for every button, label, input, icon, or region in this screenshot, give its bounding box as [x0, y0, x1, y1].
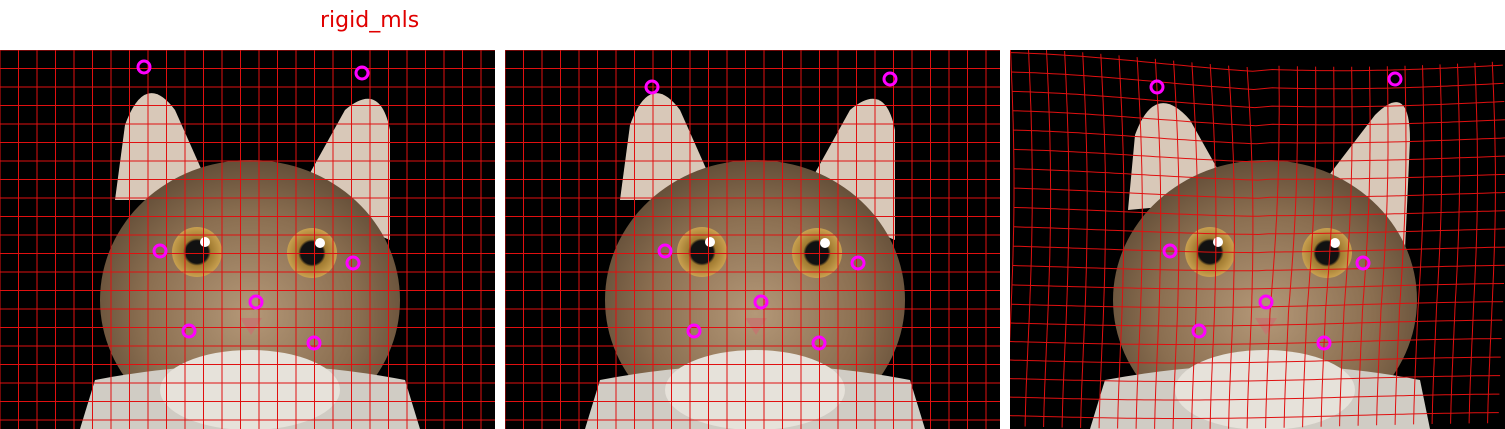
grid-line	[1013, 148, 1505, 163]
cat-silhouette	[80, 93, 420, 429]
grid-line	[1043, 50, 1052, 428]
grid-line	[1228, 65, 1235, 429]
grid-line	[1010, 52, 1503, 72]
grid-line	[1450, 63, 1461, 424]
grid-line	[1010, 50, 1015, 345]
grid-line	[1011, 283, 1505, 290]
control-point[interactable]	[1162, 243, 1178, 259]
grid-overlay-warped	[1010, 50, 1505, 429]
control-point[interactable]	[1355, 255, 1371, 271]
grid-overlay	[0, 50, 495, 429]
grid-line	[1191, 62, 1198, 429]
panel-target	[505, 50, 1000, 429]
control-points	[136, 59, 370, 351]
grid-line	[1013, 168, 1505, 181]
grid-line	[1011, 71, 1504, 91]
grid-line	[1154, 58, 1162, 429]
grid-line	[1010, 412, 1499, 419]
control-point[interactable]	[657, 243, 673, 259]
grid-line	[1376, 66, 1389, 426]
grid-line	[1487, 61, 1496, 424]
control-points	[1149, 71, 1403, 351]
cat-silhouette	[585, 93, 925, 429]
control-point[interactable]	[354, 65, 370, 81]
cat-image-target	[505, 50, 1000, 429]
control-point[interactable]	[1149, 79, 1165, 95]
cat-image-warped	[1010, 50, 1505, 429]
grid-line	[1012, 90, 1505, 109]
grid-line	[1339, 66, 1353, 427]
grid-line	[1209, 63, 1217, 429]
grid-line	[1080, 52, 1088, 428]
grid-line	[1098, 53, 1107, 429]
control-point[interactable]	[1387, 71, 1403, 87]
control-point[interactable]	[850, 255, 866, 271]
grid-line	[1013, 129, 1505, 145]
grid-line	[1283, 66, 1298, 428]
grid-line	[1302, 66, 1317, 428]
control-point[interactable]	[152, 243, 168, 259]
grid-line	[1010, 375, 1501, 382]
control-point[interactable]	[753, 294, 769, 310]
grid-line	[1011, 301, 1504, 308]
grid-overlay	[505, 50, 1000, 429]
cat-image-original	[0, 50, 495, 429]
control-point[interactable]	[1316, 335, 1332, 351]
panel-warped	[1010, 50, 1505, 429]
method-title: rigid_mls	[320, 8, 420, 33]
grid-line	[1357, 66, 1371, 426]
grid-line	[1135, 57, 1143, 429]
grid-line	[1013, 187, 1505, 199]
control-point[interactable]	[306, 335, 322, 351]
grid-line	[1172, 60, 1180, 429]
grid-line	[1468, 62, 1478, 424]
control-point[interactable]	[1258, 294, 1274, 310]
control-point[interactable]	[248, 294, 264, 310]
grid-line	[1012, 110, 1505, 127]
grid-line	[1431, 64, 1443, 425]
grid-line	[1117, 55, 1125, 429]
control-point[interactable]	[811, 335, 827, 351]
grid-line	[1024, 50, 1033, 427]
panel-original	[0, 50, 495, 429]
grid-line	[1013, 207, 1505, 217]
grid-line	[1010, 393, 1500, 401]
grid-line	[1010, 319, 1503, 327]
grid-line	[1061, 50, 1070, 428]
grid-line	[1246, 66, 1254, 429]
grid-line	[1265, 65, 1280, 429]
control-point[interactable]	[882, 71, 898, 87]
grid-line	[1394, 65, 1407, 425]
control-point[interactable]	[181, 323, 197, 339]
control-point[interactable]	[1191, 323, 1207, 339]
grid-line	[1413, 65, 1425, 425]
grid-line	[1010, 356, 1501, 364]
control-point[interactable]	[644, 79, 660, 95]
grid-line	[1320, 66, 1335, 427]
grid-line	[1013, 226, 1505, 236]
control-point[interactable]	[136, 59, 152, 75]
control-point[interactable]	[686, 323, 702, 339]
control-point[interactable]	[345, 255, 361, 271]
grid-line	[1012, 264, 1505, 272]
grid-line	[1013, 245, 1505, 254]
control-points	[644, 71, 898, 351]
grid-line	[1010, 338, 1502, 345]
